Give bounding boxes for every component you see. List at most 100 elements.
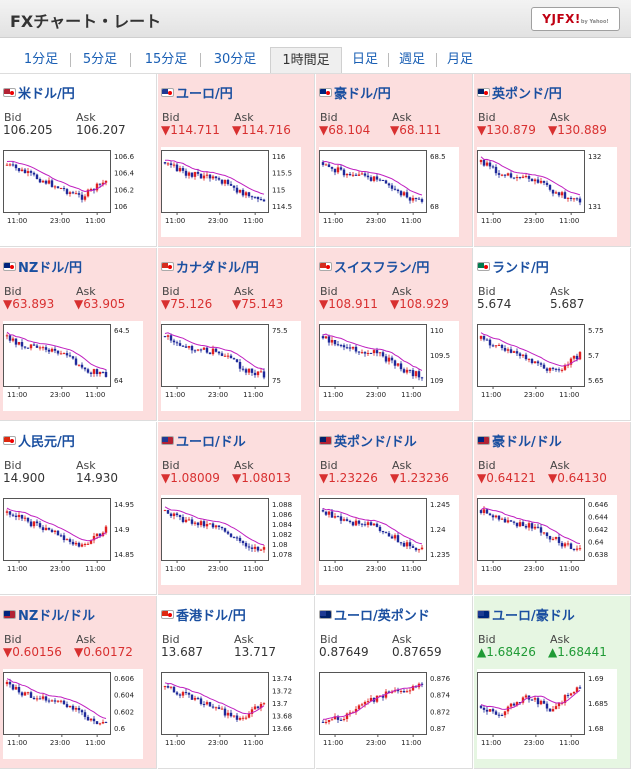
- pair-name[interactable]: カナダドル/円: [176, 261, 259, 276]
- candle-body: [235, 187, 239, 193]
- pair-header[interactable]: NZドル/円: [3, 256, 82, 276]
- pair-name[interactable]: 英ポンド/円: [492, 87, 562, 102]
- y-tick-label: 0.876: [430, 675, 451, 683]
- y-tick-label: 106: [114, 203, 128, 211]
- rate-card[interactable]: NZドル/ドル Bid Ask ▼0.60156 ▼0.60172 0.606 0.604 0…: [0, 596, 157, 769]
- pair-header[interactable]: 米ドル/円: [3, 82, 75, 102]
- pair-name[interactable]: ユーロ/豪ドル: [492, 609, 575, 624]
- pair-header[interactable]: ユーロ/英ポンド: [319, 604, 430, 624]
- moving-average-line: [480, 332, 581, 367]
- rate-card[interactable]: NZドル/円 Bid Ask ▼63.893 ▼63.905 64.5 64 11:00 23:…: [0, 248, 157, 421]
- pair-name[interactable]: ユーロ/円: [176, 87, 233, 102]
- candle-body: [327, 511, 331, 515]
- rate-card[interactable]: 香港ドル/円 Bid Ask 13.687 13.717 13.74 13.72 13.7 13…: [158, 596, 315, 769]
- pair-header[interactable]: 豪ドル/円: [319, 82, 391, 102]
- rate-card[interactable]: 英ポンド/円 Bid Ask ▼130.879 ▼130.889 132 131 11:00 2…: [474, 74, 631, 247]
- candle-body: [408, 369, 412, 371]
- rate-card[interactable]: ランド/円 Bid Ask 5.674 5.687 5.75 5.7 5.65 11:00 23:…: [474, 248, 631, 421]
- pair-name[interactable]: 人民元/円: [18, 435, 75, 450]
- pair-header[interactable]: 人民元/円: [3, 430, 75, 450]
- rate-card[interactable]: 人民元/円 Bid Ask 14.900 14.930 14.95 14.9 14.85 11:…: [0, 422, 157, 595]
- candle-body: [369, 697, 373, 702]
- candle-body: [92, 718, 96, 722]
- price-chart[interactable]: 14.95 14.9 14.85 11:00 23:00 11:00: [3, 495, 143, 585]
- pair-header[interactable]: ユーロ/豪ドル: [477, 604, 575, 624]
- candle-body: [29, 521, 33, 527]
- flag-au-us-icon: [477, 436, 490, 445]
- pair-header[interactable]: 香港ドル/円: [161, 604, 246, 624]
- price-chart[interactable]: 106.6 106.4 106.2 106 11:00 23:00 11:00: [3, 147, 143, 237]
- price-chart[interactable]: 0.876 0.874 0.872 0.87 11:00 23:00 11:00: [319, 669, 459, 759]
- pair-name[interactable]: ユーロ/ドル: [176, 435, 246, 450]
- pair-name[interactable]: 米ドル/円: [18, 87, 75, 102]
- pair-name[interactable]: 豪ドル/ドル: [492, 435, 562, 450]
- pair-header[interactable]: NZドル/ドル: [3, 604, 95, 624]
- price-chart[interactable]: 132 131 11:00 23:00 11:00: [477, 147, 617, 237]
- x-tick-label: 23:00: [524, 739, 544, 747]
- tab-日足[interactable]: 日足: [351, 52, 378, 67]
- rate-card[interactable]: 米ドル/円 Bid Ask 106.205 106.207 106.6 106.4 106.2…: [0, 74, 157, 247]
- rate-card[interactable]: 豪ドル/ドル Bid Ask ▼0.64121 ▼0.64130 0.646 0.644 0.…: [474, 422, 631, 595]
- rate-card[interactable]: スイスフラン/円 Bid Ask ▼108.911 ▼108.929 110 109.5 10…: [316, 248, 473, 421]
- price-chart[interactable]: 75.5 75 11:00 23:00 11:00: [161, 321, 301, 411]
- ask-label: Ask: [76, 285, 96, 298]
- pair-name[interactable]: ユーロ/英ポンド: [334, 609, 430, 624]
- pair-name[interactable]: 豪ドル/円: [334, 87, 391, 102]
- candle-body: [372, 523, 376, 526]
- candle-body: [89, 372, 93, 374]
- tab-5分足[interactable]: 5分足: [82, 52, 118, 67]
- pair-name[interactable]: NZドル/円: [18, 261, 83, 276]
- candle-body: [175, 513, 179, 516]
- pair-header[interactable]: 英ポンド/ドル: [319, 430, 417, 450]
- price-chart[interactable]: 5.75 5.7 5.65 11:00 23:00 11:00: [477, 321, 617, 411]
- price-chart[interactable]: 68.5 68 11:00 23:00 11:00: [319, 147, 459, 237]
- y-tick-label: 0.872: [430, 708, 450, 716]
- candle-body: [74, 358, 78, 365]
- pair-header[interactable]: 豪ドル/ドル: [477, 430, 562, 450]
- x-tick-label: 11:00: [401, 217, 421, 225]
- rate-card[interactable]: ユーロ/豪ドル Bid Ask ▲1.68426 ▲1.68441 1.69 1.685 1.…: [474, 596, 631, 769]
- tab-1分足[interactable]: 1分足: [23, 52, 59, 67]
- pair-header[interactable]: ユーロ/ドル: [161, 430, 246, 450]
- candle-body: [71, 192, 75, 194]
- chart-background: [319, 495, 459, 585]
- tab-15分足[interactable]: 15分足: [144, 52, 188, 67]
- candle-body: [405, 192, 409, 198]
- candle-body: [166, 686, 170, 688]
- tab-月足[interactable]: 月足: [446, 52, 473, 67]
- rate-card[interactable]: ユーロ/ドル Bid Ask ▼1.08009 ▼1.08013 1.088 1.086 1.…: [158, 422, 315, 595]
- pair-name[interactable]: 英ポンド/ドル: [334, 435, 417, 450]
- price-chart[interactable]: 1.69 1.685 1.68 11:00 23:00 11:00: [477, 669, 617, 759]
- yjfx-logo[interactable]: YJFX!by Yahoo!: [531, 7, 620, 31]
- tab-1時間足[interactable]: 1時間足: [270, 47, 342, 73]
- pair-header[interactable]: スイスフラン/円: [319, 256, 429, 276]
- candle-body: [14, 687, 18, 690]
- tab-30分足[interactable]: 30分足: [213, 52, 257, 67]
- pair-name[interactable]: ランド/円: [492, 261, 549, 276]
- price-chart[interactable]: 64.5 64 11:00 23:00 11:00: [3, 321, 143, 411]
- rate-card[interactable]: 英ポンド/ドル Bid Ask ▼1.23226 ▼1.23236 1.245 1.24 1.…: [316, 422, 473, 595]
- pair-header[interactable]: 英ポンド/円: [477, 82, 562, 102]
- price-chart[interactable]: 13.74 13.72 13.7 13.68 13.66 11:00 23:00 11:00: [161, 669, 301, 759]
- pair-name[interactable]: NZドル/ドル: [18, 609, 96, 624]
- price-chart[interactable]: 116 115.5 115 114.5 11:00 23:00 11:00: [161, 147, 301, 237]
- price-chart[interactable]: 110 109.5 109 11:00 23:00 11:00: [319, 321, 459, 411]
- candle-body: [29, 344, 33, 349]
- rate-card[interactable]: 豪ドル/円 Bid Ask ▼68.104 ▼68.111 68.5 68 11:00 23:0…: [316, 74, 473, 247]
- price-chart[interactable]: 0.646 0.644 0.642 0.64 0.638 11:00 23:00 11:00: [477, 495, 617, 585]
- pair-name[interactable]: スイスフラン/円: [334, 261, 430, 276]
- y-tick-label: 64.5: [114, 327, 130, 335]
- moving-average-line: [6, 331, 107, 371]
- tab-週足[interactable]: 週足: [398, 52, 425, 67]
- price-chart[interactable]: 0.606 0.604 0.602 0.6 11:00 23:00 11:00: [3, 669, 143, 759]
- rate-card[interactable]: ユーロ/円 Bid Ask ▼114.711 ▼114.716 116 115.5 115 11…: [158, 74, 315, 247]
- price-chart[interactable]: 1.088 1.086 1.084 1.082 1.08 1.078 11:00 23:00 1…: [161, 495, 301, 585]
- pair-header[interactable]: カナダドル/円: [161, 256, 259, 276]
- rate-card[interactable]: ユーロ/英ポンド Bid Ask 0.87649 0.87659 0.876 0.874 0.…: [316, 596, 473, 769]
- pair-name[interactable]: 香港ドル/円: [176, 609, 246, 624]
- pair-header[interactable]: ランド/円: [477, 256, 549, 276]
- price-chart[interactable]: 1.245 1.24 1.235 11:00 23:00 11:00: [319, 495, 459, 585]
- rate-card[interactable]: カナダドル/円 Bid Ask ▼75.126 ▼75.143 75.5 75 11:00 23…: [158, 248, 315, 421]
- ask-value: ▼130.889: [548, 123, 607, 137]
- pair-header[interactable]: ユーロ/円: [161, 82, 233, 102]
